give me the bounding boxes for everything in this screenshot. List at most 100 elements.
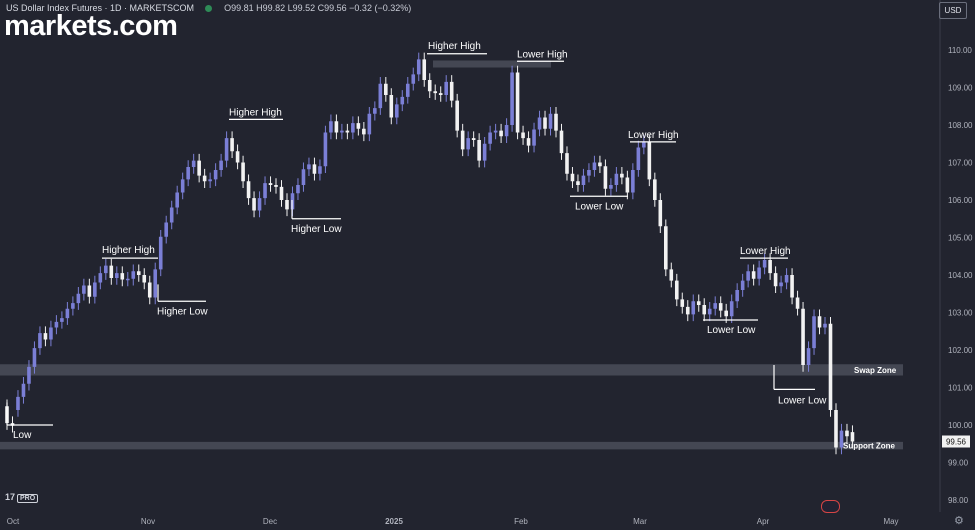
candle-body — [658, 200, 663, 227]
candle-body — [625, 177, 630, 193]
pro-label: PRO — [17, 494, 39, 503]
candle-body — [620, 173, 624, 178]
candle-body — [197, 160, 201, 176]
candle-body — [345, 130, 350, 133]
annotation-label: Lower High — [740, 246, 791, 257]
candle-body — [87, 285, 92, 297]
candle-body — [570, 173, 575, 182]
candle-body — [834, 410, 838, 448]
y-tick-label: 106.00 — [948, 196, 973, 205]
tradingview-pro-badge: 17 PRO — [5, 492, 39, 503]
candle-body — [735, 290, 739, 302]
candle-body — [49, 327, 53, 340]
candle-body — [784, 275, 789, 283]
candle-body — [323, 132, 328, 167]
candle-body — [416, 59, 421, 75]
x-tick-label: Dec — [263, 517, 277, 526]
candle-body — [65, 308, 70, 319]
annotation-label: Lower High — [517, 49, 568, 60]
candle-body — [169, 207, 174, 223]
candle-body — [389, 95, 394, 118]
candle-body — [104, 265, 108, 274]
candle-body — [43, 333, 48, 340]
candle-body — [32, 348, 37, 367]
green-dot-icon — [204, 5, 212, 13]
candle-body — [213, 170, 218, 180]
candle-body — [488, 132, 492, 144]
candle-body — [740, 280, 745, 290]
candle-body — [241, 162, 245, 182]
candle-body — [603, 166, 608, 189]
candle-body — [147, 282, 152, 298]
candle-body — [373, 108, 377, 114]
x-tick-label: Feb — [514, 517, 528, 526]
candle-body — [76, 293, 81, 304]
candle-body — [674, 280, 679, 300]
candle-body — [801, 308, 805, 365]
y-tick-label: 109.00 — [948, 84, 973, 93]
annotation-label: Higher High — [229, 107, 282, 118]
x-tick-label: Mar — [633, 517, 647, 526]
candle-body — [482, 143, 487, 161]
candle-body — [175, 192, 179, 208]
symbol-title[interactable]: US Dollar Index Futures · 1D · MARKETSCO… — [6, 3, 195, 13]
candle-body — [823, 323, 827, 328]
candle-body — [653, 179, 657, 200]
candle-body — [543, 117, 547, 129]
candle-body — [362, 128, 366, 135]
candle-body — [460, 130, 465, 150]
candle-body — [493, 130, 498, 133]
candle-body — [510, 72, 514, 125]
candle-body — [340, 130, 344, 133]
currency-button[interactable]: USD — [939, 2, 967, 19]
candle-body — [455, 100, 459, 131]
candle-body — [614, 173, 619, 185]
candle-body — [186, 167, 190, 180]
annotation-label: Lower Low — [778, 395, 827, 406]
us-flag-icon[interactable] — [821, 500, 840, 513]
candle-body — [565, 153, 569, 174]
y-tick-label: 108.00 — [948, 121, 973, 130]
ohlc-values: O99.81 H99.82 L99.52 C99.56 −0.32 (−0.32… — [224, 3, 412, 13]
candle-body — [471, 138, 476, 140]
candle-body — [384, 83, 388, 95]
candle-body — [301, 169, 306, 185]
candle-body — [433, 91, 438, 94]
candle-body — [817, 316, 822, 328]
candle-body — [724, 310, 728, 317]
candle-body — [82, 285, 86, 294]
symbol-header: US Dollar Index Futures · 1D · MARKETSCO… — [6, 3, 411, 13]
candle-body — [21, 383, 26, 397]
candle-body — [109, 265, 114, 278]
last-price-label: 99.56 — [946, 438, 967, 447]
candle-body — [438, 93, 443, 95]
candle-body — [208, 179, 212, 182]
candle-body — [548, 113, 553, 129]
candle-body — [98, 273, 103, 283]
candle-body — [158, 236, 163, 270]
y-tick-label: 98.00 — [948, 496, 969, 505]
candle-body — [685, 306, 690, 315]
candle-body — [779, 282, 783, 287]
tv-logo: 17 — [5, 492, 16, 502]
candle-body — [790, 275, 794, 298]
candle-body — [773, 273, 778, 287]
y-tick-label: 100.00 — [948, 421, 973, 430]
candle-body — [318, 166, 322, 174]
candle-body — [806, 348, 811, 365]
candle-body — [521, 132, 525, 139]
candle-body — [768, 260, 772, 274]
candle-body — [845, 430, 849, 437]
candle-body — [153, 269, 158, 298]
candle-body — [762, 260, 767, 268]
candle-body — [411, 74, 416, 84]
gear-icon[interactable]: ⚙ — [954, 515, 964, 527]
annotation-label: Higher Low — [291, 224, 342, 235]
candle-body — [263, 183, 267, 199]
candle-body — [120, 273, 125, 280]
candle-body — [515, 72, 520, 133]
y-tick-label: 101.00 — [948, 384, 973, 393]
y-tick-label: 110.00 — [948, 46, 972, 55]
